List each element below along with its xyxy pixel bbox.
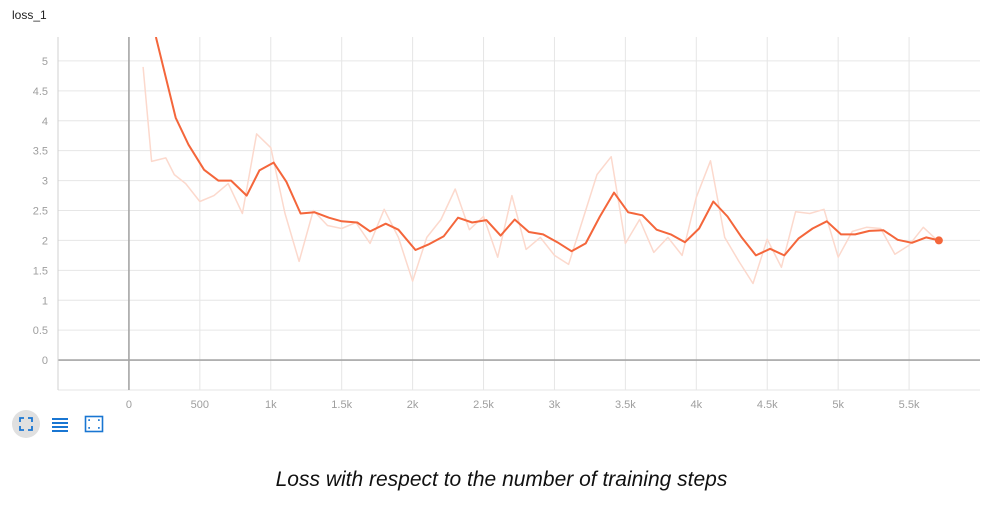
list-icon	[52, 418, 68, 432]
x-tick-label: 0	[126, 399, 132, 410]
figure-caption: Loss with respect to the number of train…	[275, 468, 728, 491]
tick-labels: 0 500 1k 1.5k 2k 2.5k 3k 3.5k 4k 4.5k 5k 5.5k 0 0.5 1 1…	[33, 56, 920, 410]
x-tick-label: 3.5k	[615, 399, 636, 410]
x-tick-label: 500	[191, 399, 209, 410]
toggle-log-list-button[interactable]	[46, 410, 74, 438]
y-tick-label: 4	[42, 116, 48, 128]
x-tick-label: 3k	[549, 399, 561, 410]
y-tick-label: 0	[42, 355, 48, 367]
x-tick-label: 4.5k	[757, 399, 778, 410]
fit-domain-button[interactable]	[80, 410, 108, 438]
x-tick-label: 5.5k	[899, 399, 920, 410]
axes	[57, 37, 980, 390]
expand-button[interactable]	[12, 410, 40, 438]
x-tick-label: 2k	[407, 399, 419, 410]
x-tick-label: 2.5k	[473, 399, 494, 410]
loss-chart: 0 500 1k 1.5k 2k 2.5k 3k 3.5k 4k 4.5k 5k 5.5k 0 0.5 1 1…	[33, 37, 980, 410]
gridlines	[58, 37, 980, 391]
x-tick-label: 1.5k	[331, 399, 352, 410]
chart-title: loss_1	[12, 8, 47, 22]
raw-loss-line	[142, 66, 938, 285]
smoothed-loss-line	[154, 37, 940, 257]
x-tick-label: 4k	[690, 399, 702, 410]
y-tick-label: 2	[42, 235, 48, 247]
series-lines	[142, 37, 943, 285]
y-tick-label: 4.5	[33, 86, 48, 98]
x-tick-label: 1k	[265, 399, 277, 410]
y-tick-label: 2.5	[33, 206, 48, 218]
y-tick-label: 1	[42, 295, 48, 307]
expand-icon	[19, 417, 33, 431]
smoothed-loss-point	[934, 236, 943, 245]
y-tick-label: 5	[42, 56, 48, 68]
y-tick-label: 1.5	[33, 265, 48, 277]
fit-domain-icon	[84, 415, 104, 433]
y-tick-label: 0.5	[33, 325, 48, 337]
y-tick-label: 3.5	[33, 146, 48, 158]
y-tick-label: 3	[42, 176, 48, 188]
chart-toolbar	[12, 410, 108, 438]
x-tick-label: 5k	[832, 399, 844, 410]
